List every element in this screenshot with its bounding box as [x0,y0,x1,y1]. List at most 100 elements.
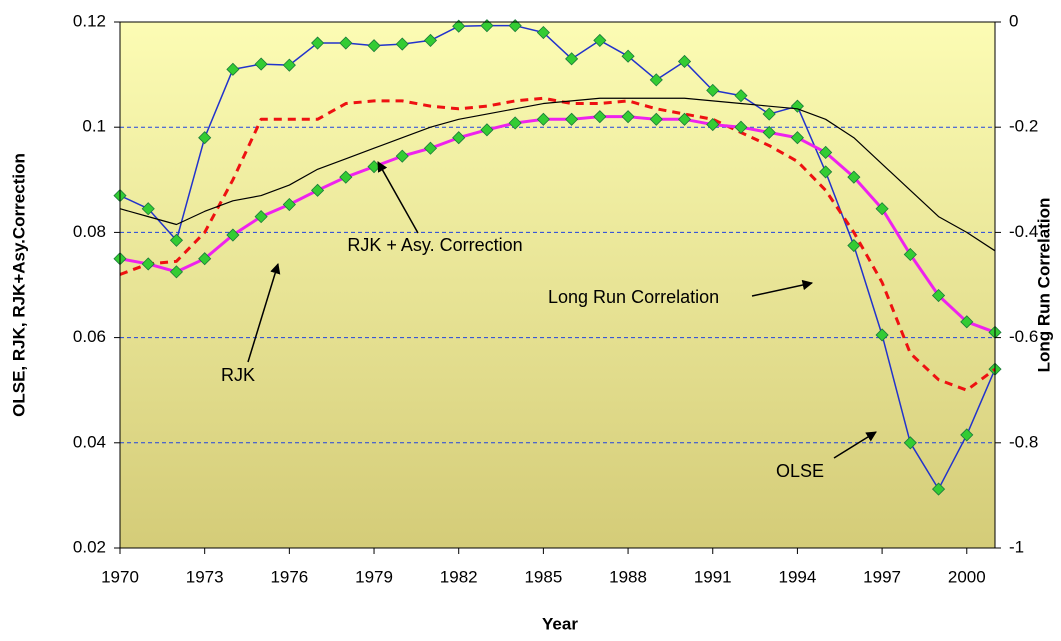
marker [677,54,692,69]
y2-tick-label: 0 [1009,11,1018,30]
y-tick-label: 0.1 [82,117,106,136]
y2-axis-title: Long Run Correlation [1034,198,1053,373]
marker [311,183,325,197]
marker [254,57,268,71]
marker [141,257,155,271]
marker [847,170,861,184]
marker [339,36,353,50]
marker [508,116,522,130]
marker [536,112,550,126]
marker [960,428,974,442]
annotation: Long Run Correlation [548,287,719,307]
marker [282,58,296,72]
x-tick-label: 1970 [101,567,139,586]
plot-border [119,21,996,549]
marker [649,112,663,126]
y2-tick-label: -0.2 [1009,117,1038,136]
annotation: RJK [221,365,255,385]
series-line [119,115,996,334]
marker [903,247,917,262]
x-tick-label: 1988 [609,567,647,586]
annotation-arrow [751,279,814,297]
marker [875,328,889,342]
marker [819,165,833,179]
marker [339,170,353,184]
marker [593,33,607,47]
marker [565,112,579,126]
y2-tick-label: -0.6 [1009,327,1038,346]
x-tick-label: 1982 [440,567,478,586]
marker [621,49,635,63]
y-tick-label: 0.06 [73,327,106,346]
annotation: RJK + Asy. Correction [347,235,522,255]
marker [508,19,522,33]
marker [621,110,635,124]
marker [452,131,466,145]
marker [169,233,184,247]
y2-tick-label: -0.8 [1009,432,1038,451]
annotation-arrow [247,262,281,363]
x-tick-label: 2000 [948,567,986,586]
x-tick-label: 1979 [355,567,393,586]
marker [169,265,184,279]
marker [790,99,804,113]
plot-area [120,22,995,548]
marker [565,52,579,66]
y-axis-title: OLSE, RJK, RJK+Asy.Correction [9,153,28,417]
marker [847,238,861,253]
marker [423,33,438,47]
annotation-arrow [833,431,877,459]
marker [649,73,663,87]
x-tick-label: 1973 [186,567,224,586]
marker [226,62,240,76]
series-line [119,97,996,252]
marker [960,315,974,329]
marker [762,107,776,121]
x-tick-label: 1976 [270,567,308,586]
marker [903,436,917,450]
annotation-arrow [377,161,419,234]
marker [282,197,296,212]
marker [423,141,438,155]
marker [480,19,494,33]
marker [226,228,240,242]
marker [734,89,748,103]
marker [395,149,409,163]
marker [819,145,833,160]
marker [677,112,692,126]
marker [593,110,607,124]
y2-tick-label: -0.4 [1009,222,1038,241]
marker [395,37,409,51]
marker [734,120,748,134]
y-tick-label: 0.08 [73,222,106,241]
x-tick-label: 1991 [694,567,732,586]
series-line [119,96,996,392]
x-tick-label: 1994 [779,567,817,586]
annotation: OLSE [776,461,824,481]
marker [931,288,946,303]
y-tick-label: 0.12 [73,11,106,30]
marker [706,118,720,132]
marker [367,39,381,53]
marker [198,131,212,145]
marker [790,131,804,145]
marker [480,123,494,137]
y-tick-label: 0.02 [73,537,106,556]
y2-tick-label: -1 [1009,537,1024,556]
x-axis-title: Year [542,614,578,633]
y-tick-label: 0.04 [73,432,106,451]
marker [452,19,466,33]
marker [706,83,720,97]
marker [311,36,325,50]
x-tick-label: 1985 [524,567,562,586]
marker [762,125,776,140]
x-tick-label: 1997 [863,567,901,586]
marker [198,252,212,266]
marker [931,482,946,496]
marker [875,202,889,216]
annotations: RJK + Asy. Correction Long Run Correlati… [221,161,877,481]
marker [536,25,550,40]
marker [141,202,155,216]
marker [254,210,268,224]
